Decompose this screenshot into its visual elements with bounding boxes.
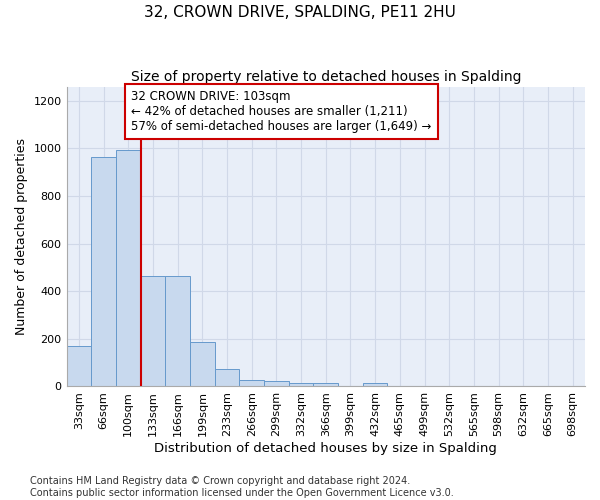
Bar	[190, 342, 215, 386]
Y-axis label: Number of detached properties: Number of detached properties	[15, 138, 28, 335]
Bar	[67, 346, 91, 387]
Text: 32 CROWN DRIVE: 103sqm
← 42% of detached houses are smaller (1,211)
57% of semi-: 32 CROWN DRIVE: 103sqm ← 42% of detached…	[131, 90, 431, 133]
Bar	[165, 276, 190, 386]
Text: 32, CROWN DRIVE, SPALDING, PE11 2HU: 32, CROWN DRIVE, SPALDING, PE11 2HU	[144, 5, 456, 20]
Bar	[215, 370, 239, 386]
Text: Contains HM Land Registry data © Crown copyright and database right 2024.
Contai: Contains HM Land Registry data © Crown c…	[30, 476, 454, 498]
Bar	[313, 384, 338, 386]
Bar	[363, 384, 388, 386]
X-axis label: Distribution of detached houses by size in Spalding: Distribution of detached houses by size …	[154, 442, 497, 455]
Bar	[91, 157, 116, 386]
Bar	[116, 150, 140, 386]
Bar	[264, 381, 289, 386]
Title: Size of property relative to detached houses in Spalding: Size of property relative to detached ho…	[131, 70, 521, 84]
Bar	[289, 383, 313, 386]
Bar	[239, 380, 264, 386]
Bar	[140, 276, 165, 386]
